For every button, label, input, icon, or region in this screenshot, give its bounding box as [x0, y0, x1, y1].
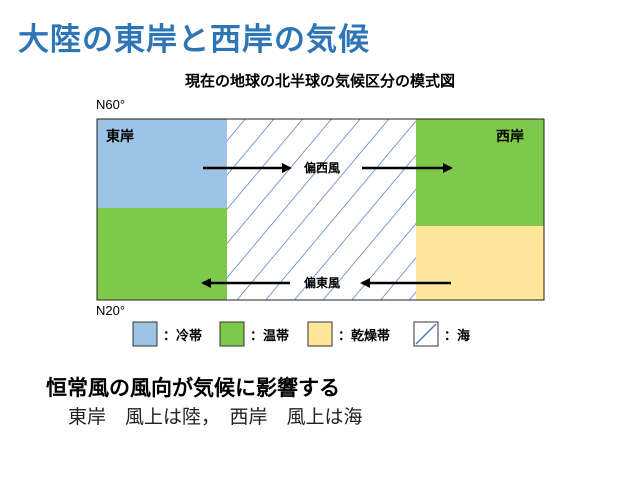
legend-label-cold: ：冷帯	[163, 328, 202, 344]
conclusion-body: 東岸 風上は陸， 西岸 風上は海	[68, 406, 363, 428]
legend-sea-hatch-line	[415, 323, 437, 345]
easterlies-label: 偏東風	[304, 275, 340, 290]
east-coast-cold-zone	[97, 119, 227, 208]
legend-swatch-dry	[307, 321, 333, 347]
sea-area	[227, 119, 416, 300]
diagram-border	[96, 118, 545, 301]
legend-label-dry: ：乾燥帯	[338, 328, 390, 344]
latitude-label-bottom: N20°	[96, 303, 126, 318]
climate-diagram: 東岸 西岸 偏西風 偏東風 ：冷帯 ：温帯 ：乾燥帯 ：海	[96, 118, 545, 347]
page-title: 大陸の東岸と西岸の気候	[18, 22, 370, 58]
conclusion-heading: 恒常風の風向が気候に影響する	[46, 376, 340, 400]
legend-label-temperate: ：温帯	[250, 328, 289, 344]
west-coast-label: 西岸	[496, 128, 524, 145]
legend-label-sea: ：海	[444, 328, 470, 344]
legend-swatch-cold	[132, 321, 158, 347]
east-coast-temperate-zone	[97, 208, 227, 300]
legend-swatch-temperate	[219, 321, 245, 347]
latitude-label-top: N60°	[96, 97, 126, 112]
legend: ：冷帯 ：温帯 ：乾燥帯 ：海	[132, 321, 470, 347]
west-coast-temperate-zone	[416, 119, 544, 226]
diagram-subtitle: 現在の地球の北半球の気候区分の模式図	[184, 72, 455, 90]
west-coast-dry-zone	[416, 226, 544, 300]
westerlies-label: 偏西風	[304, 160, 340, 175]
east-coast-label: 東岸	[106, 128, 134, 145]
